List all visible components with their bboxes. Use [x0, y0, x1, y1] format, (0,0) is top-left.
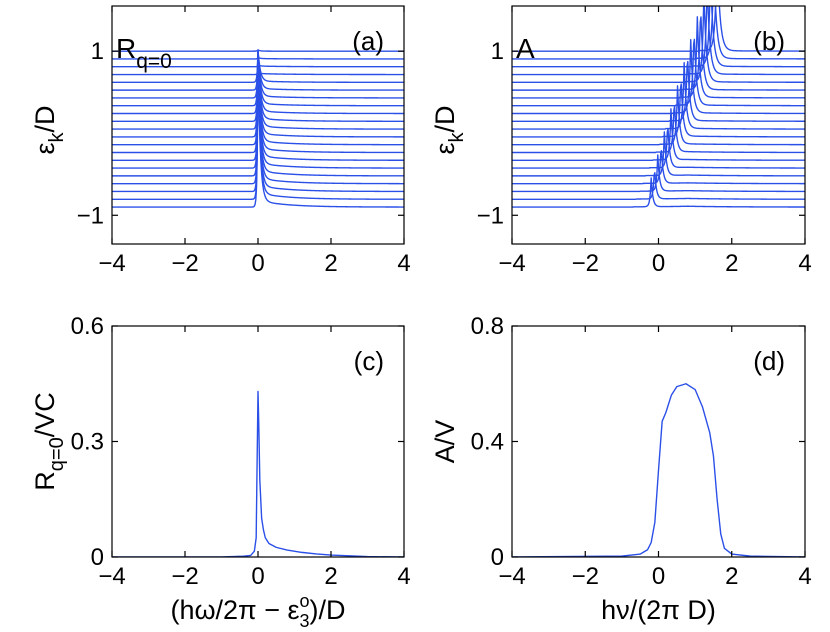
xtick-label: 2 — [725, 250, 738, 277]
panel-c: −4 −2 0 2 4 0 0.3 0.6 (c) Rq=0/VC (hω/2π − ε3o)/D — [30, 313, 411, 631]
ylabel-main: ε — [430, 142, 460, 154]
trace-b-13 — [512, 38, 805, 107]
ylabel-sub: k — [446, 131, 468, 142]
trace-b-1 — [512, 172, 805, 200]
ytick-label: 1 — [491, 38, 504, 65]
traces-c — [112, 390, 404, 557]
trace-a-17 — [112, 71, 404, 76]
trace-b-10 — [512, 61, 805, 130]
panel-label: (a) — [352, 26, 384, 56]
trace-a-19 — [112, 57, 404, 60]
trace-b-9 — [512, 83, 805, 138]
ytick-label: 1 — [91, 38, 104, 65]
ytick-label: 0 — [91, 544, 104, 571]
xlabel-sup: o — [300, 591, 310, 611]
inner-label: Rq=0 — [116, 33, 172, 73]
y-axis-label: A/V — [430, 420, 460, 464]
xtick-label: 2 — [324, 250, 337, 277]
ylabel-rest: /D — [430, 105, 460, 132]
xtick-label: 0 — [251, 563, 264, 590]
xtick-label: −2 — [572, 250, 599, 277]
xtick-label: 0 — [652, 563, 665, 590]
xlabel-main: (hω/2π − ε — [170, 595, 299, 625]
xtick-label: −2 — [171, 563, 198, 590]
ytick-label: −1 — [477, 202, 504, 229]
trace-b-20 — [512, 6, 805, 52]
panel-label: (d) — [753, 346, 785, 376]
inner-label-main: R — [116, 33, 136, 64]
trace-b-17 — [512, 6, 805, 76]
y-axis-label: εk/D — [30, 105, 68, 154]
trace-b-12 — [512, 39, 805, 115]
ylabel-sub: q=0 — [46, 437, 68, 471]
trace-b-4 — [512, 131, 805, 177]
ylabel-rest: /VC — [30, 392, 60, 437]
panel-a: −4 −2 0 2 4 −1 1 (a) Rq=0 εk/D — [30, 5, 411, 277]
xtick-label: 4 — [798, 250, 811, 277]
panel-label: (b) — [753, 26, 785, 56]
series-c-0 — [112, 390, 404, 557]
xtick-label: −4 — [498, 250, 525, 277]
xtick-label: −4 — [98, 563, 125, 590]
traces-b — [512, 6, 805, 208]
trace-b-11 — [512, 60, 805, 123]
traces-a — [112, 49, 404, 208]
ylabel-main: R — [30, 471, 60, 491]
xtick-label: 4 — [397, 250, 410, 277]
xlabel-sub: 3 — [300, 611, 310, 631]
xtick-label: 2 — [324, 563, 337, 590]
inner-label-main: A — [516, 33, 535, 64]
y-axis-label: Rq=0/VC — [30, 392, 68, 490]
x-axis-label: hν/(2π D) — [601, 595, 716, 625]
traces-d — [512, 383, 805, 557]
ytick-label: 0.3 — [71, 429, 104, 456]
ylabel-rest: /D — [30, 105, 60, 132]
ytick-label: 0.6 — [71, 313, 104, 340]
y-axis-label: εk/D — [430, 105, 468, 154]
xtick-label: −4 — [98, 250, 125, 277]
ylabel-main: A/V — [430, 420, 460, 464]
panel-b: −4 −2 0 2 4 −1 1 (b) Aεk/D — [430, 5, 812, 277]
xtick-label: 0 — [251, 250, 264, 277]
trace-b-14 — [512, 16, 805, 99]
xtick-label: −4 — [498, 563, 525, 590]
xtick-label: 4 — [798, 563, 811, 590]
panel-label: (c) — [354, 346, 384, 376]
x-axis-label: (hω/2π − ε3o)/D — [170, 591, 345, 631]
trace-b-19 — [512, 6, 805, 60]
trace-b-0 — [512, 177, 805, 208]
trace-b-5 — [512, 127, 805, 169]
series-d-0 — [512, 383, 805, 557]
trace-b-18 — [512, 6, 805, 68]
trace-b-7 — [512, 105, 805, 154]
ytick-label: 0.8 — [471, 313, 504, 340]
ytick-label: 0.4 — [471, 429, 504, 456]
ytick-label: 0 — [491, 544, 504, 571]
xtick-label: −2 — [171, 250, 198, 277]
panel-d: −4 −2 0 2 4 0 0.4 0.8 (d) A/V hν/(2π D) — [430, 313, 812, 625]
trace-b-6 — [512, 108, 805, 161]
xtick-label: −2 — [572, 563, 599, 590]
ytick-label: −1 — [77, 202, 104, 229]
ylabel-sub: k — [46, 131, 68, 142]
xtick-label: 2 — [725, 563, 738, 590]
xlabel-main: hν/(2π D) — [601, 595, 716, 625]
ylabel-main: ε — [30, 142, 60, 154]
xtick-label: 0 — [652, 250, 665, 277]
trace-a-18 — [112, 64, 404, 68]
inner-label-sub: q=0 — [136, 50, 172, 73]
trace-b-15 — [512, 16, 805, 91]
trace-b-16 — [512, 6, 805, 84]
trace-a-20 — [112, 49, 404, 52]
inner-label: A — [516, 33, 535, 64]
trace-b-8 — [512, 85, 805, 146]
trace-b-3 — [512, 150, 805, 185]
xlabel-rest: )/D — [310, 595, 346, 625]
xtick-label: 4 — [397, 563, 410, 590]
